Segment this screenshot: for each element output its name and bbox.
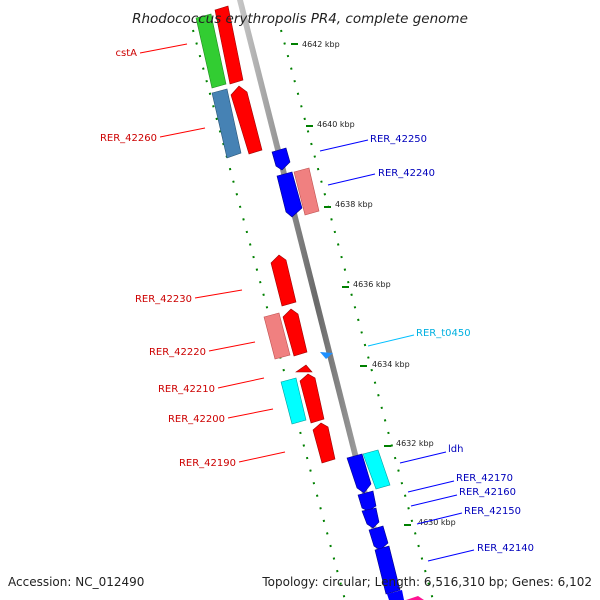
label-RER_42260[interactable]: RER_42260 bbox=[100, 127, 206, 144]
tick-4642: 4642 kbp bbox=[291, 40, 340, 49]
gene-RER_42170[interactable] bbox=[346, 453, 372, 494]
tick-label-4642: 4642 kbp bbox=[302, 40, 340, 49]
label-text-RER_42240: RER_42240 bbox=[378, 168, 435, 179]
topology-text: Topology: circular; Length: 6,516,310 bp… bbox=[261, 575, 592, 589]
gene-RER_42210[interactable] bbox=[295, 364, 313, 373]
label-RER_42200[interactable]: RER_42200 bbox=[168, 408, 274, 425]
label-text-RER_42200: RER_42200 bbox=[168, 414, 225, 425]
map-title: Rhodococcus erythropolis PR4, complete g… bbox=[132, 11, 468, 27]
tick-label-4636: 4636 kbp bbox=[353, 280, 391, 289]
label-RER_42240[interactable]: RER_42240 bbox=[327, 168, 435, 186]
gene-RER_42200[interactable] bbox=[280, 373, 325, 425]
outer-dotted-ring bbox=[280, 29, 434, 600]
label-text-RER_42210: RER_42210 bbox=[158, 384, 215, 395]
gene-RER_42220[interactable] bbox=[263, 308, 308, 360]
label-text-ldh: ldh bbox=[448, 444, 463, 455]
label-cstA[interactable]: cstA bbox=[116, 43, 188, 59]
label-text-cstA: cstA bbox=[116, 48, 138, 59]
gene-ldh[interactable] bbox=[362, 449, 391, 490]
gene-RER_42140[interactable] bbox=[374, 545, 424, 600]
gene-RER_42240[interactable] bbox=[276, 167, 320, 218]
label-text-RER_42140: RER_42140 bbox=[477, 543, 534, 554]
tick-label-4640: 4640 kbp bbox=[317, 120, 355, 129]
trna-RER_t0450[interactable] bbox=[320, 352, 333, 359]
gene-RER_42160[interactable] bbox=[357, 490, 377, 512]
label-text-RER_t0450: RER_t0450 bbox=[416, 328, 471, 339]
tick-label-4632: 4632 kbp bbox=[396, 439, 434, 448]
label-RER_42140[interactable]: RER_42140 bbox=[427, 543, 534, 562]
tick-4632: 4632 kbp bbox=[384, 439, 434, 448]
label-text-RER_42150: RER_42150 bbox=[464, 506, 521, 517]
label-RER_42160[interactable]: RER_42160 bbox=[410, 487, 516, 507]
gene-RER_42230[interactable] bbox=[270, 254, 297, 307]
label-text-RER_42230: RER_42230 bbox=[135, 294, 192, 305]
label-RER_42190[interactable]: RER_42190 bbox=[179, 451, 286, 469]
tick-label-4638: 4638 kbp bbox=[335, 200, 373, 209]
label-RER_42230[interactable]: RER_42230 bbox=[135, 289, 243, 305]
label-RER_42170[interactable]: RER_42170 bbox=[407, 473, 513, 493]
label-RER_42210[interactable]: RER_42210 bbox=[158, 377, 265, 395]
gene-cstA[interactable] bbox=[195, 5, 244, 89]
tick-4640: 4640 kbp bbox=[306, 120, 355, 129]
genome-backbone bbox=[237, 0, 395, 600]
tick-4636: 4636 kbp bbox=[342, 280, 391, 289]
tick-4634: 4634 kbp bbox=[360, 360, 410, 369]
label-ldh[interactable]: ldh bbox=[399, 444, 463, 464]
tick-label-4634: 4634 kbp bbox=[372, 360, 410, 369]
label-text-RER_42170: RER_42170 bbox=[456, 473, 513, 484]
label-text-RER_42260: RER_42260 bbox=[100, 133, 157, 144]
label-RER_t0450[interactable]: RER_t0450 bbox=[367, 328, 471, 347]
label-text-RER_42220: RER_42220 bbox=[149, 347, 206, 358]
label-text-RER_42190: RER_42190 bbox=[179, 458, 236, 469]
tick-4630: 4630 kbp bbox=[404, 518, 456, 527]
gene-RER_42260[interactable] bbox=[211, 85, 263, 159]
tick-4638: 4638 kbp bbox=[324, 200, 373, 209]
label-text-RER_42250: RER_42250 bbox=[370, 134, 427, 145]
tick-label-4630: 4630 kbp bbox=[418, 518, 456, 527]
gene-RER_42250[interactable] bbox=[271, 147, 291, 171]
gene-RER_42190[interactable] bbox=[312, 422, 336, 464]
gene-RER_42150[interactable] bbox=[361, 507, 389, 551]
label-RER_42150[interactable]: RER_42150 bbox=[416, 506, 521, 525]
label-RER_42220[interactable]: RER_42220 bbox=[149, 341, 256, 358]
label-text-RER_42160: RER_42160 bbox=[459, 487, 516, 498]
accession-text: Accession: NC_012490 bbox=[8, 575, 144, 589]
label-RER_42250[interactable]: RER_42250 bbox=[319, 134, 427, 152]
